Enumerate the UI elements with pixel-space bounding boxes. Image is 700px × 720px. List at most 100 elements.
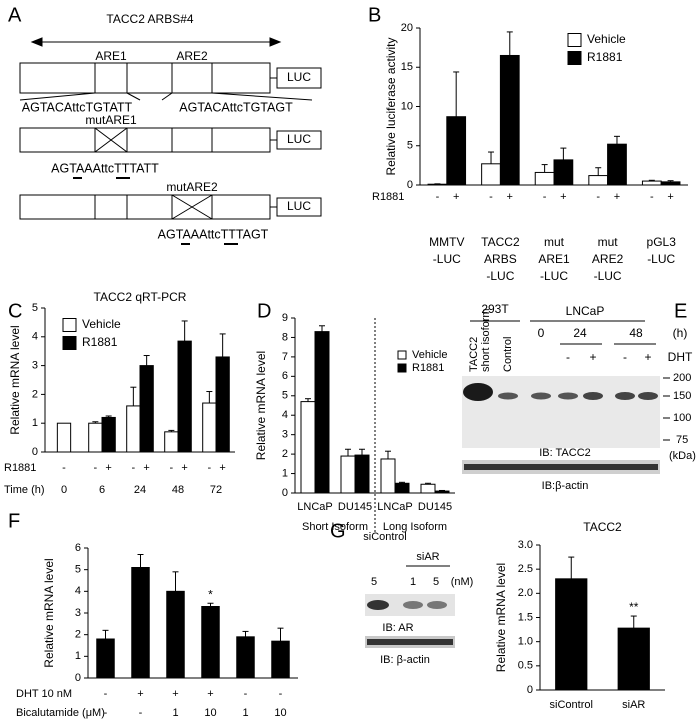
panel-letter: C [8,300,22,322]
time: 24 [573,326,587,340]
blot [462,376,660,448]
callout [19,92,96,101]
annotation: ** [629,600,639,614]
y-tick-label: 6 [282,370,288,382]
treatment-sign: + [172,688,178,700]
dose: 5 [433,576,439,588]
bar [126,405,141,453]
bar [56,422,72,453]
y-tick-label: 9 [282,312,288,324]
y-tick-label: 7 [282,351,288,363]
bar [340,455,356,494]
band [367,600,389,610]
ib-label: IB: β-actin [380,654,430,666]
sequence: AGTAAAttcTTTATT [51,161,159,175]
treatment-sign: + [137,688,143,700]
treatment-sign: + [207,688,213,700]
y-tick-label: 1 [75,650,81,662]
cell-line: LNCaP [566,304,605,318]
lane-label: Control [502,337,514,372]
bar [166,590,185,679]
legend-swatch [567,33,582,47]
x-tick-label: LNCaP [377,501,412,513]
panel-a-text: TACC2 ARBS#4 ARE1 ARE2 LUC LUC LUC AGTAC… [22,12,312,241]
ib-label: IB: AR [382,622,413,634]
y-tick-label: 3 [282,429,288,441]
panel-g-blot: siControl siAR 5 1 5 (nM) IB: AR IB: β-a… [363,531,473,666]
x-tick-label: siAR [622,699,645,711]
x-tick-label: 72 [210,484,222,496]
x-tick-label: ARBS [484,252,517,266]
mw-label: 75 [676,434,688,446]
treatment-sign: + [667,191,673,203]
time-unit: (h) [673,326,688,340]
sample-label: siAR [416,551,439,563]
cell-line: 293T [481,302,509,316]
treatment-sign: + [143,462,149,474]
band [463,383,493,401]
x-tick-label: -LUC [486,269,514,283]
bar [314,331,330,494]
bar [481,163,501,186]
y-tick-label: 0 [32,446,38,458]
y-tick-label: 3 [32,360,38,372]
mw-label: 200 [673,372,691,384]
bar [394,482,410,494]
x-tick-label: -LUC [433,252,461,266]
sequence: AGTACAttcTGTATT [22,100,133,114]
treatment-label: DHT [668,350,693,364]
band [615,392,635,400]
treatment-sign: - [132,462,136,474]
y-axis-label: Relative mRNA level [494,563,508,672]
sequence: AGTACAttcTGTAGT [179,100,293,114]
panel-letter: G [330,520,346,542]
treatment-sign: - [170,462,174,474]
treatment-sign: + [105,462,111,474]
band [558,392,578,400]
y-axis-label: Relative mRNA level [254,351,268,460]
y-tick-label: 3 [75,607,81,619]
treatment-sign: - [279,688,283,700]
legend-label: Vehicle [412,349,447,361]
treatment-sign: + [614,191,620,203]
treatment-sign: 1 [172,707,178,719]
treatment-sign: - [650,191,654,203]
sequence: AGTAAAttcTTTAGT [158,227,269,241]
treatment-sign: + [589,350,596,364]
panel-letter: B [368,4,381,26]
arrow-head [269,37,282,47]
bar [271,640,290,679]
x-tick-label: 24 [134,484,146,496]
y-tick-label: 1 [282,467,288,479]
treatment-sign: - [62,462,66,474]
treatment-sign: + [644,350,651,364]
y-axis-label: Relative luciferase activity [384,37,398,175]
bar [215,356,230,453]
legend-label: Vehicle [82,317,121,331]
region-label: TACC2 ARBS#4 [106,12,193,26]
treatment-sign: - [104,707,108,719]
x-tick-label: DU145 [418,501,452,513]
bar [499,54,520,186]
y-tick-label: 8 [282,331,288,343]
x-tick-label: ARE1 [538,252,570,266]
time: 48 [629,326,643,340]
panel-a [19,37,322,245]
bar [534,171,555,186]
y-tick-label: 2 [75,629,81,641]
ib-label: IB: TACC2 [539,447,591,459]
panel-letter: D [257,300,271,322]
y-tick-label: 6 [75,542,81,554]
bar [131,567,150,679]
treatment-sign: - [436,191,440,203]
luc-box [276,130,322,150]
treatment-sign: - [94,462,98,474]
treatment-sign: + [453,191,459,203]
legend-swatch [567,51,582,65]
group-label: Short Isoform [302,521,368,533]
treatment-sign: + [560,191,566,203]
band [498,392,518,400]
bar [607,143,627,186]
x-tick-label: 0 [61,484,67,496]
x-axis-label: Time (h) [4,484,45,496]
